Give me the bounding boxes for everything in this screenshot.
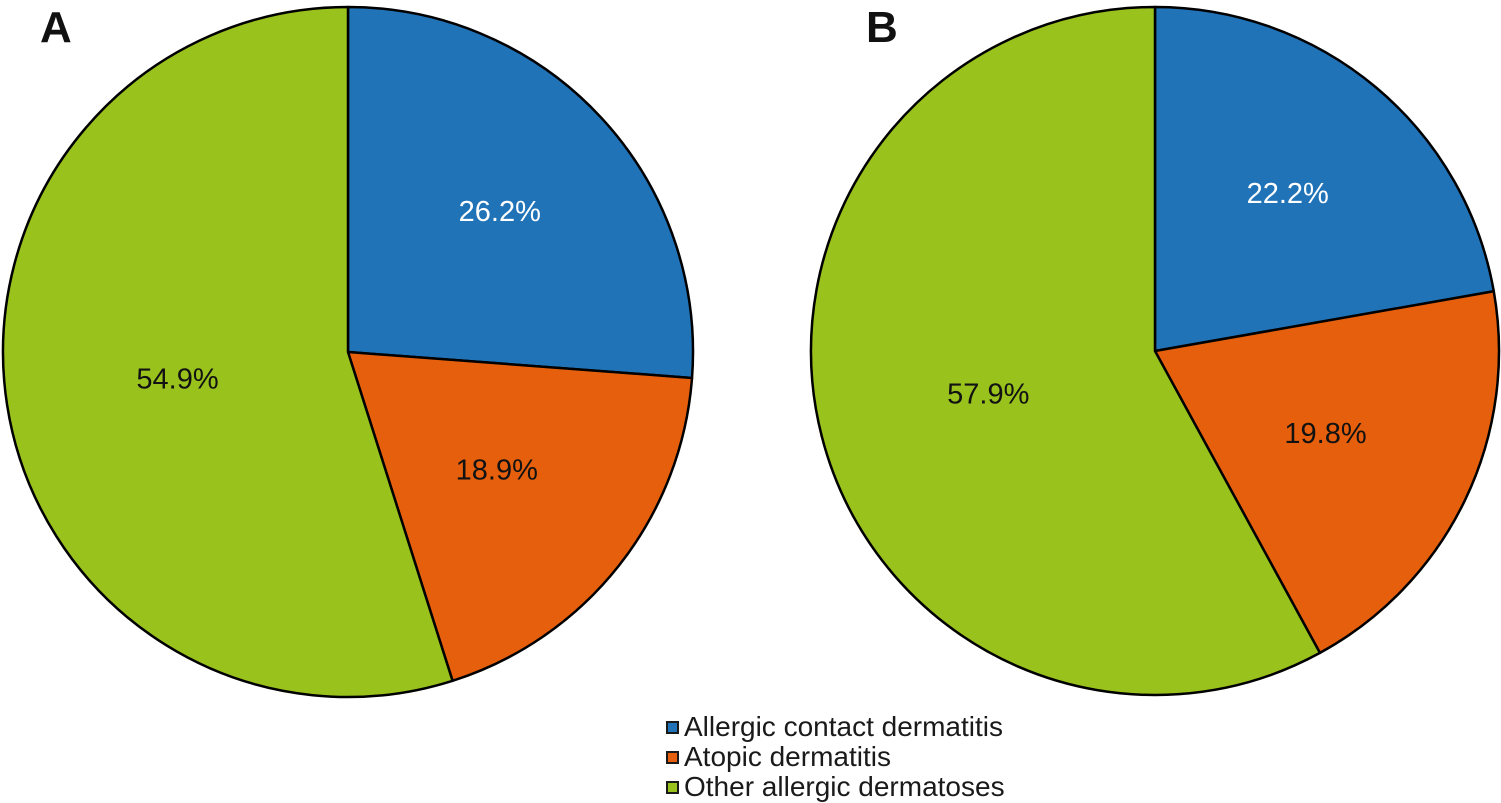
slice-value-label: 57.9% [947, 379, 1029, 411]
legend-label: Allergic contact dermatitis [684, 711, 1004, 742]
panel-label-b: B [866, 3, 898, 52]
legend-label: Other allergic dermatoses [684, 771, 1005, 802]
legend-item-other-allergic-dermatoses: Other allergic dermatoses [666, 771, 1005, 802]
pie-b-slice-allergic-contact-dermatitis [1153, 5, 1496, 353]
legend-item-allergic-contact-dermatitis: Allergic contact dermatitis [666, 711, 1005, 742]
legend-swatch-blue-icon [666, 720, 679, 734]
slice-value-label: 19.8% [1284, 418, 1366, 450]
legend-swatch-green-icon [666, 780, 679, 794]
pie-a-slice-other-allergic-dermatoses [1, 5, 454, 699]
legend: Allergic contact dermatitis Atopic derma… [666, 711, 1005, 802]
legend-item-atopic-dermatitis: Atopic dermatitis [666, 741, 1005, 772]
slice-value-label: 22.2% [1247, 178, 1329, 210]
pie-a-slice-atopic-dermatitis [346, 350, 694, 683]
pie-b-slice-atopic-dermatitis [1153, 290, 1501, 655]
slice-value-label: 18.9% [456, 455, 538, 487]
slice-value-label: 26.2% [459, 196, 541, 228]
legend-swatch-orange-icon [666, 750, 679, 764]
pie-b-slice-other-allergic-dermatoses [809, 5, 1322, 697]
slice-value-label: 54.9% [136, 363, 218, 395]
pie-a-slice-allergic-contact-dermatitis [346, 5, 695, 380]
legend-label: Atopic dermatitis [684, 741, 891, 772]
panel-label-a: A [40, 3, 72, 52]
